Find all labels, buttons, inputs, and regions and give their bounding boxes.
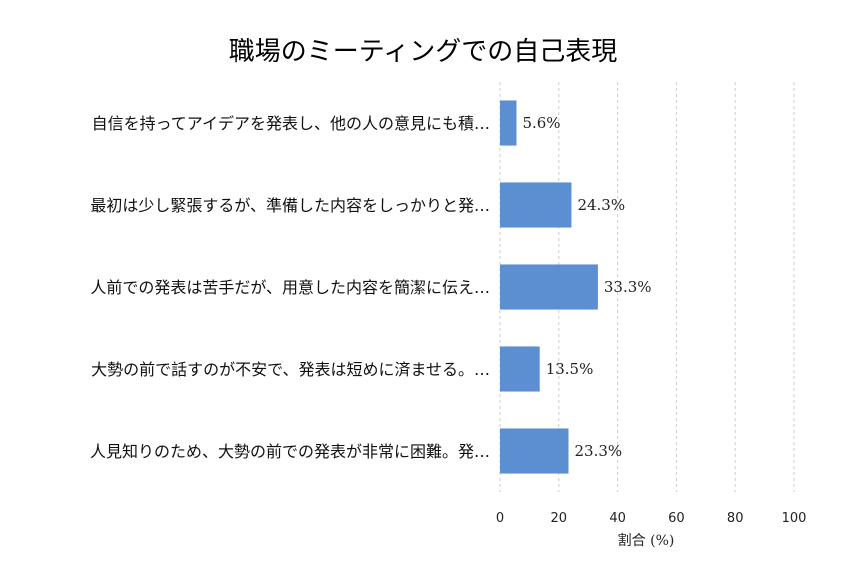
data-label: 5.6%: [522, 114, 560, 132]
x-axis-ticks: 0 20 40 60 80 100: [496, 511, 807, 526]
x-tick-label: 80: [727, 511, 744, 526]
data-label: 13.5%: [546, 360, 594, 378]
category-label: 最初は少し緊張するが、準備した内容をしっかりと発…: [90, 196, 490, 215]
bar: [500, 264, 598, 310]
x-tick-label: 60: [668, 511, 685, 526]
x-axis-label: 割合 (%): [618, 532, 675, 549]
chart-title: 職場のミーティングでの自己表現: [229, 37, 617, 67]
category-label: 自信を持ってアイデアを発表し、他の人の意見にも積…: [92, 114, 490, 133]
data-label: 33.3%: [604, 278, 652, 296]
x-tick-label: 100: [782, 511, 807, 526]
category-label: 人前での発表は苦手だが、用意した内容を簡潔に伝え…: [90, 278, 490, 297]
data-labels: 5.6% 24.3% 33.3% 13.5% 23.3%: [522, 114, 651, 460]
x-tick-label: 40: [609, 511, 626, 526]
bar: [500, 346, 540, 392]
data-label: 23.3%: [575, 442, 623, 460]
bar: [500, 100, 517, 146]
data-label: 24.3%: [577, 196, 625, 214]
category-label: 大勢の前で話すのが不安で、発表は短めに済ませる。…: [91, 360, 490, 379]
x-tick-label: 20: [551, 511, 568, 526]
bar: [500, 182, 572, 228]
bar: [500, 428, 569, 474]
category-labels: 自信を持ってアイデアを発表し、他の人の意見にも積… 最初は少し緊張するが、準備した…: [90, 114, 490, 461]
category-label: 人見知りのため、大勢の前での発表が非常に困難。発…: [90, 442, 490, 461]
bars: [500, 100, 598, 474]
x-tick-label: 0: [496, 511, 504, 526]
